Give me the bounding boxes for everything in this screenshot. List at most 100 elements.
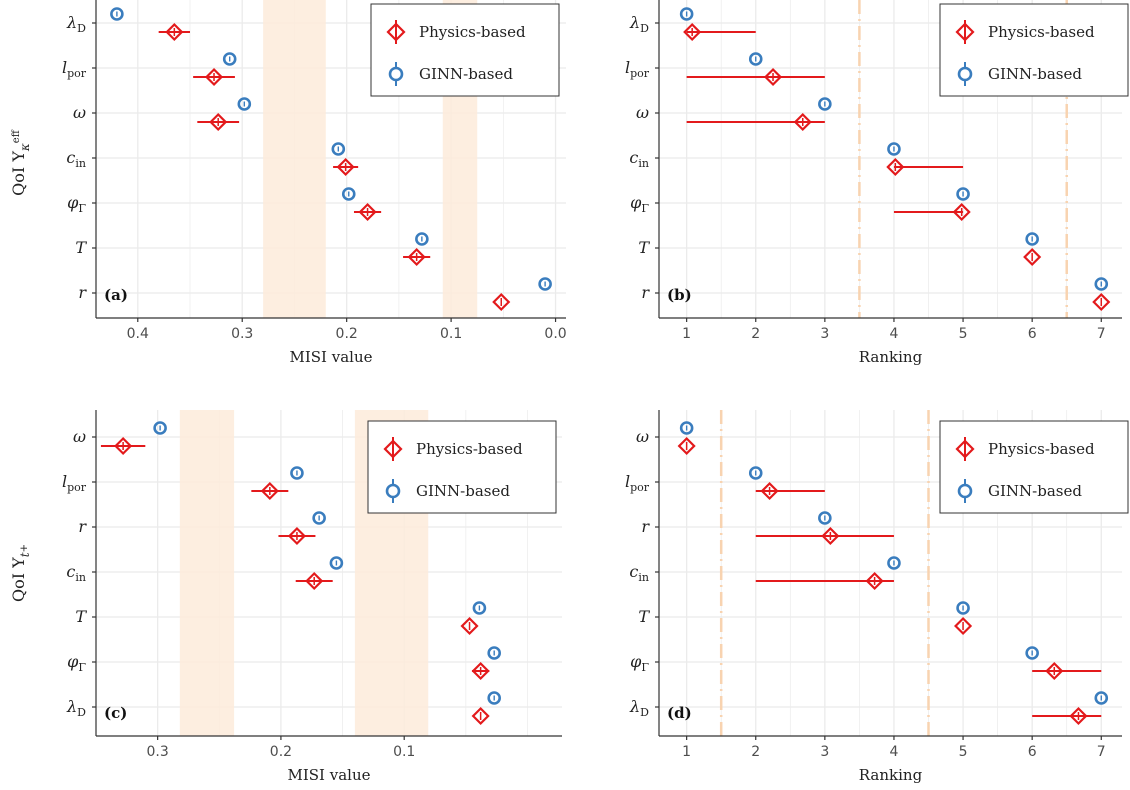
physics-point — [1023, 247, 1042, 267]
ginn-point — [679, 421, 694, 435]
physics-point — [683, 22, 702, 42]
legend-ginn-marker — [388, 66, 404, 82]
x-tick-label: 0.2 — [336, 326, 358, 342]
ginn-point — [237, 97, 252, 111]
ginn-point — [748, 52, 763, 66]
x-axis-label: MISI value — [287, 766, 370, 784]
legend-ginn-label: GINN-based — [988, 482, 1082, 500]
legend: Physics-based GINN-based — [939, 420, 1129, 514]
x-axis-label: Ranking — [859, 766, 923, 784]
ginn-point — [1094, 277, 1109, 291]
y-category-label: cin — [66, 562, 86, 584]
x-tick-label: 2 — [751, 744, 760, 760]
ginn-point — [748, 466, 763, 480]
panel-letter: (c) — [104, 704, 127, 722]
ginn-point — [341, 187, 356, 201]
y-category-label: λD — [629, 13, 649, 35]
physics-point — [204, 67, 224, 87]
x-tick-label: 0.3 — [147, 744, 169, 760]
physics-point — [460, 616, 479, 636]
physics-point — [793, 112, 812, 132]
y-category-label: λD — [66, 13, 86, 35]
ginn-point — [331, 142, 346, 156]
physics-point — [760, 481, 779, 501]
y-category-label: φΓ — [67, 652, 86, 674]
physics-point — [260, 481, 279, 501]
y-category-label: ω — [73, 103, 86, 122]
physics-point — [1092, 292, 1111, 312]
ginn-point — [1094, 691, 1109, 705]
legend-physics-label: Physics-based — [988, 440, 1095, 458]
y-category-label: T — [638, 607, 650, 626]
row-label-bottom: QoI Yt+ — [9, 544, 32, 602]
x-tick-label: 1 — [682, 326, 691, 342]
legend-physics-marker — [386, 22, 406, 42]
y-category-label: ω — [73, 427, 86, 446]
physics-point — [954, 616, 973, 636]
legend-ginn-marker — [957, 483, 973, 499]
ginn-point — [887, 556, 901, 570]
x-tick-label: 6 — [1028, 326, 1037, 342]
y-category-label: cin — [629, 148, 649, 170]
legend-box — [370, 3, 560, 97]
x-tick-label: 4 — [889, 326, 898, 342]
ginn-point — [1025, 232, 1039, 246]
x-tick-label: 5 — [959, 744, 968, 760]
ginn-point — [329, 556, 344, 570]
x-tick-label: 1 — [682, 744, 691, 760]
y-category-label: lpor — [62, 58, 87, 80]
x-tick-label: 0.3 — [231, 326, 253, 342]
y-category-label: T — [75, 238, 87, 257]
y-category-label: r — [78, 283, 87, 302]
physics-point — [1069, 706, 1088, 726]
panel-letter: (d) — [667, 704, 692, 722]
ginn-point — [887, 142, 901, 156]
physics-point — [952, 202, 971, 222]
ginn-point — [415, 232, 429, 246]
y-category-label: ω — [636, 427, 649, 446]
legend-box — [939, 420, 1129, 514]
physics-point — [358, 202, 377, 222]
y-category-label: lpor — [625, 472, 650, 494]
ginn-point — [110, 7, 124, 21]
legend-ginn-marker — [957, 66, 973, 82]
physics-point — [677, 436, 696, 456]
panel-d: 1 2 3 4 5 6 7 Ranking ω lpor r cin TφΓ λD (d) Physics-b… — [625, 410, 1129, 784]
ginn-point — [956, 187, 970, 201]
ginn-point — [956, 601, 970, 615]
ginn-point — [153, 421, 167, 435]
svg-text:QoI Yκeff: QoI Yκeff — [9, 129, 32, 196]
physics-point — [821, 526, 840, 546]
physics-point — [865, 571, 884, 591]
y-category-label: cin — [66, 148, 86, 170]
x-tick-label: 2 — [751, 326, 760, 342]
physics-point — [209, 112, 228, 132]
y-category-label: lpor — [625, 58, 650, 80]
svg-text:QoI Yt+: QoI Yt+ — [9, 544, 32, 602]
y-category-label: φΓ — [630, 193, 649, 215]
y-category-label: lpor — [62, 472, 87, 494]
panel-letter: (b) — [667, 286, 692, 304]
physics-point — [886, 157, 905, 177]
legend-box — [939, 3, 1129, 97]
physics-point — [471, 661, 490, 681]
ginn-point — [222, 52, 237, 66]
panel-c: 0.3 0.2 0.1 MISI value ω lpor r cin TφΓ λD (c) Phys… — [62, 410, 562, 784]
ginn-point — [290, 466, 304, 480]
physics-point — [471, 706, 490, 726]
legend: Physics-based GINN-based — [370, 3, 560, 97]
y-category-label: φΓ — [67, 193, 86, 215]
x-tick-label: 6 — [1028, 744, 1037, 760]
physics-point — [165, 22, 184, 42]
threshold-band — [179, 410, 235, 736]
legend-physics-label: Physics-based — [419, 23, 526, 41]
legend-ginn-label: GINN-based — [419, 65, 513, 83]
ginn-point — [818, 511, 832, 525]
ginn-point — [472, 601, 487, 615]
ginn-point — [538, 277, 552, 291]
legend-physics-label: Physics-based — [988, 23, 1095, 41]
y-category-label: φΓ — [630, 652, 649, 674]
x-tick-label: 3 — [820, 326, 829, 342]
y-category-label: cin — [629, 562, 649, 584]
x-tick-label: 0.1 — [393, 744, 415, 760]
